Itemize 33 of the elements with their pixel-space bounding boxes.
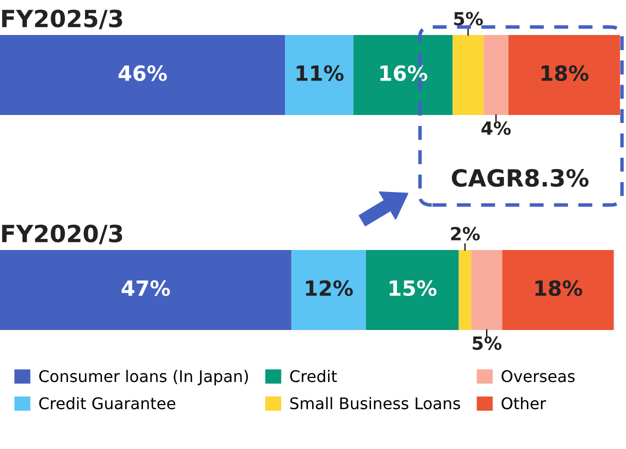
annotation: CAGR8.3% xyxy=(452,168,589,187)
bar xyxy=(0,250,292,330)
bar xyxy=(285,35,354,115)
y-tick-label: FY2025/3 xyxy=(2,10,122,30)
data-label: 46% xyxy=(118,65,167,82)
legend-label: Credit Guarantee xyxy=(39,396,176,410)
data-label: 12% xyxy=(306,280,353,296)
data-label: 16% xyxy=(380,65,428,82)
legend-label: Credit xyxy=(290,370,337,382)
data-label: 15% xyxy=(390,280,437,296)
legend-label: Overseas xyxy=(502,370,575,382)
bar xyxy=(452,35,484,115)
data-label: 11% xyxy=(296,65,344,82)
data-label: 5% xyxy=(454,12,483,26)
legend-label: Small Business Loans xyxy=(290,396,460,410)
legend-label: Other xyxy=(502,396,546,410)
bar xyxy=(458,250,472,330)
bar xyxy=(502,250,614,330)
data-label: 18% xyxy=(542,65,588,82)
legend-label: Consumer loans (In Japan) xyxy=(39,370,248,386)
bar xyxy=(0,35,286,115)
data-label: 4% xyxy=(481,121,511,135)
data-label: 5% xyxy=(472,336,502,350)
bar xyxy=(484,35,508,115)
bar xyxy=(508,35,620,115)
data-label: 47% xyxy=(122,280,170,296)
bar xyxy=(353,35,453,115)
data-label: 2% xyxy=(451,226,480,240)
bar xyxy=(471,250,502,330)
data-label: 18% xyxy=(535,280,582,296)
bar xyxy=(366,250,459,330)
y-tick-label: FY2020/3 xyxy=(2,224,122,244)
bar xyxy=(291,250,366,330)
